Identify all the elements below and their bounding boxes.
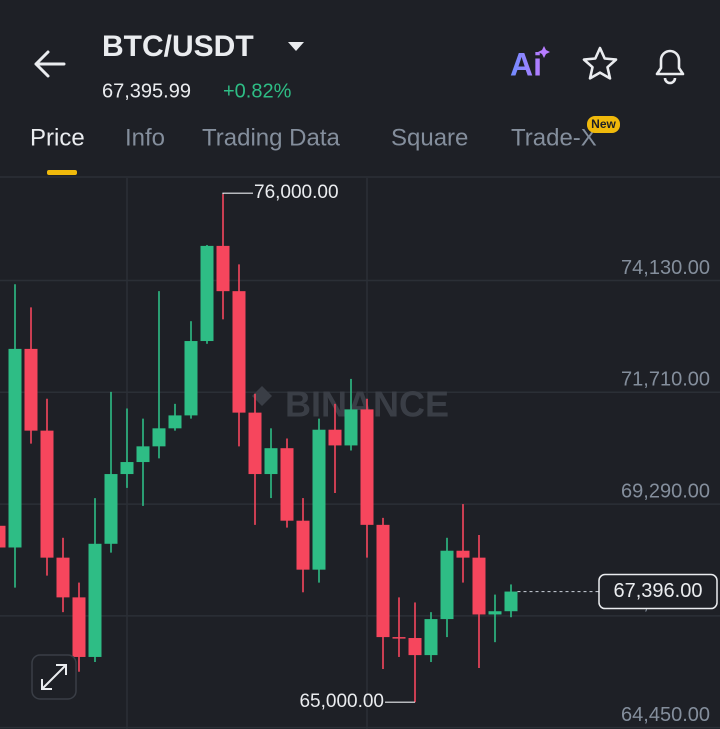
high-marker	[222, 192, 253, 195]
candle-body	[168, 415, 182, 429]
candle-body	[56, 557, 70, 598]
pair[interactable]: BTC/USDT	[102, 30, 254, 63]
y-tick-label: 74,130.00	[621, 257, 710, 279]
last-price-box	[598, 573, 718, 610]
candle-body	[0, 525, 6, 548]
expand-icon	[41, 664, 67, 690]
candle-body	[456, 550, 470, 558]
candle-body	[200, 245, 214, 342]
low-label: 65,000.00	[299, 691, 384, 712]
candles	[0, 194, 518, 703]
ai-button[interactable]: Ai	[510, 46, 542, 82]
grid: 74,130.0071,710.0069,290.0066,870.0064,4…	[0, 257, 720, 729]
candle-body	[216, 245, 230, 292]
overlays: 76,000.00 65,000.00 67,396.00	[222, 182, 718, 712]
new-badge	[587, 116, 620, 133]
candle-body	[232, 291, 246, 413]
tab-indicator	[47, 170, 77, 175]
high-label: 76,000.00	[254, 182, 339, 203]
last-price-label: 67,396.00	[614, 580, 703, 602]
candle-body	[296, 520, 310, 570]
tab[interactable]: Trading Data	[202, 124, 341, 151]
candle-body	[136, 446, 150, 463]
candle-body	[104, 474, 118, 544]
alert-button[interactable]	[655, 49, 685, 85]
new-badge-text: New	[591, 117, 616, 131]
back-button[interactable]	[34, 50, 66, 78]
candle-body	[312, 429, 326, 570]
candle-body	[440, 550, 454, 620]
tab[interactable]: Price	[30, 124, 85, 151]
candle-body	[392, 637, 406, 639]
price-change: +0.82%	[223, 80, 292, 102]
candle-body	[152, 428, 166, 447]
tab[interactable]: Square	[391, 124, 468, 151]
candle-body	[408, 638, 422, 656]
pair-caret[interactable]	[288, 42, 304, 51]
tab[interactable]: Trade-X	[511, 124, 597, 151]
candle-body	[88, 543, 102, 657]
y-tick-label: 71,710.00	[621, 369, 710, 391]
candle-body	[424, 619, 438, 656]
candle-body	[24, 348, 38, 431]
candle-body	[344, 409, 358, 446]
candle-body	[8, 348, 22, 548]
candle-body	[40, 430, 54, 558]
candle-body	[488, 611, 502, 615]
candle-body	[120, 462, 134, 475]
candle-body	[472, 557, 486, 615]
tab[interactable]: Info	[125, 124, 165, 151]
y-tick-label: 69,290.00	[621, 480, 710, 502]
favorite-button[interactable]	[582, 46, 618, 80]
candle-body	[328, 429, 342, 446]
candle-body	[264, 448, 278, 475]
candle-body	[504, 591, 518, 612]
candle-body	[248, 412, 262, 475]
candle-body	[360, 409, 374, 525]
watermark-logo	[252, 386, 272, 406]
last-price: 67,395.99	[102, 80, 191, 102]
candle-body	[280, 448, 294, 521]
candle-body	[72, 597, 86, 657]
candle-body	[184, 341, 198, 416]
candle-body	[376, 524, 390, 638]
y-tick-label: 64,450.00	[621, 704, 710, 726]
ai-sparkle	[538, 46, 550, 58]
